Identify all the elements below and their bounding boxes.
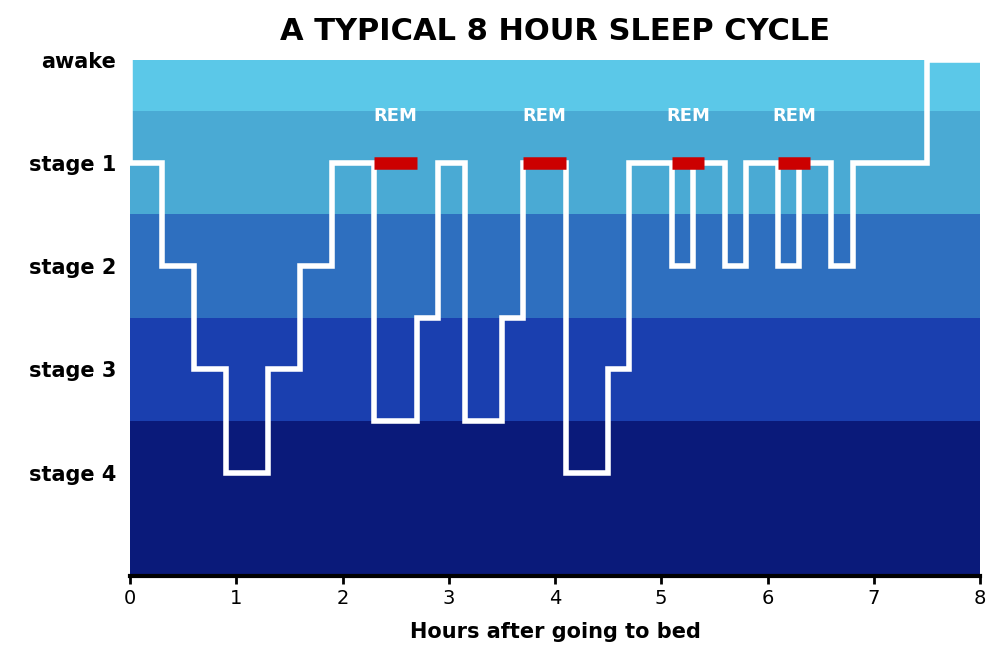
Title: A TYPICAL 8 HOUR SLEEP CYCLE: A TYPICAL 8 HOUR SLEEP CYCLE [280, 17, 830, 46]
Text: REM: REM [772, 107, 816, 125]
Text: REM: REM [522, 107, 566, 125]
Text: REM: REM [666, 107, 710, 125]
Bar [130, 421, 980, 576]
Bar [130, 214, 980, 318]
Bar [130, 8, 980, 111]
Bar [130, 318, 980, 421]
X-axis label: Hours after going to bed: Hours after going to bed [410, 622, 700, 642]
Text: REM: REM [374, 107, 418, 125]
Bar [130, 111, 980, 214]
